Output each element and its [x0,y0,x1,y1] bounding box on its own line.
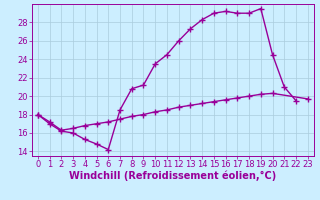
X-axis label: Windchill (Refroidissement éolien,°C): Windchill (Refroidissement éolien,°C) [69,171,276,181]
